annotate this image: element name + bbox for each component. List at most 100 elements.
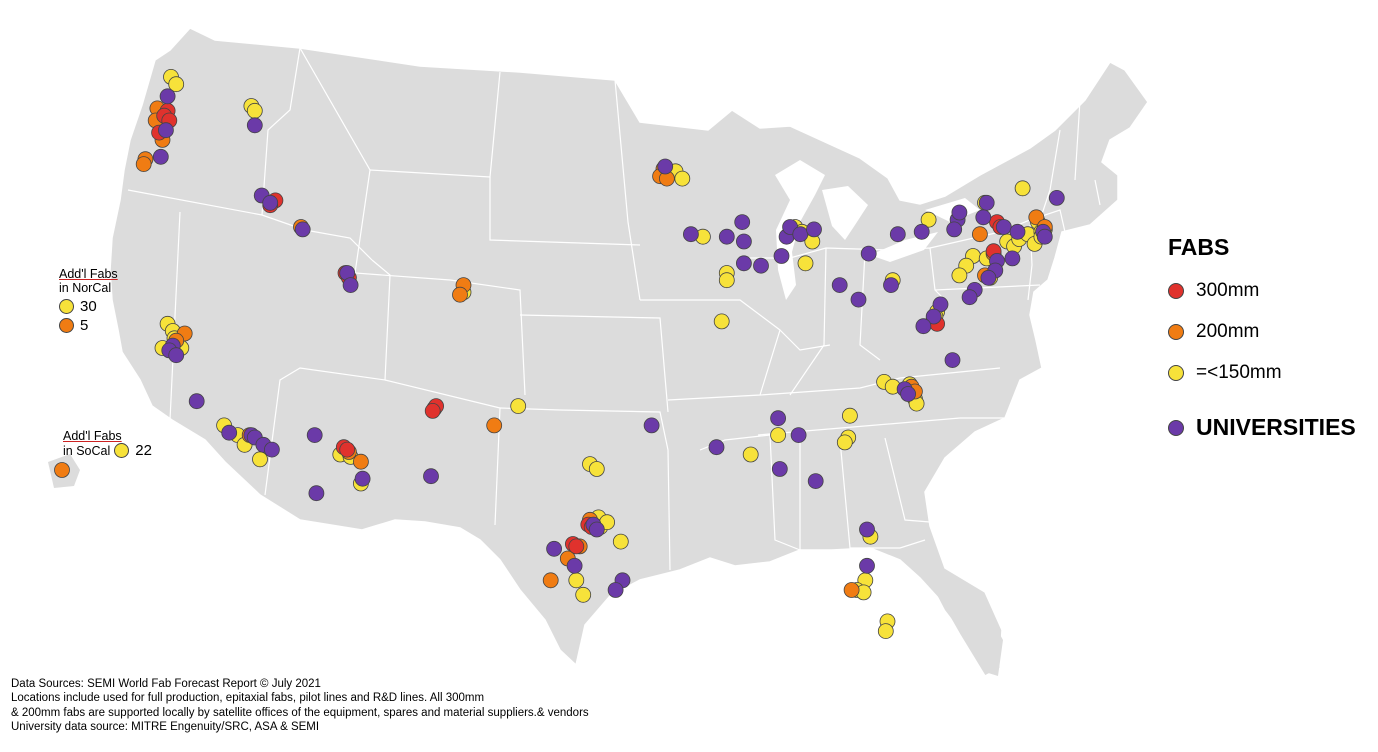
university-marker bbox=[859, 557, 875, 574]
university-marker bbox=[159, 88, 176, 105]
fab-150mm-marker bbox=[742, 446, 759, 463]
fab-150mm-marker bbox=[612, 533, 629, 550]
fab-200mm-marker bbox=[135, 156, 152, 173]
fab-150mm-marker bbox=[246, 102, 263, 119]
university-marker bbox=[900, 386, 916, 402]
fab-150mm-marker bbox=[588, 461, 605, 477]
university-marker bbox=[946, 221, 963, 238]
fab-150mm-marker bbox=[575, 586, 592, 603]
florida-tip bbox=[930, 560, 1003, 676]
fab-200mm-marker bbox=[542, 572, 559, 589]
fab-300mm-marker bbox=[424, 402, 441, 419]
university-marker bbox=[806, 221, 822, 238]
fab-150mm-marker bbox=[510, 398, 527, 415]
norcal-count-150-value: 30 bbox=[80, 297, 97, 315]
norcal-count-200-value: 5 bbox=[80, 316, 89, 334]
norcal-200mm-dot bbox=[59, 318, 74, 333]
university-marker bbox=[883, 277, 899, 294]
university-marker bbox=[792, 226, 809, 243]
fab-200mm-marker bbox=[486, 417, 503, 434]
fab-200mm-marker bbox=[452, 286, 468, 303]
fab-150mm-marker bbox=[713, 313, 730, 330]
university-marker bbox=[961, 289, 978, 306]
legend-label-150mm: =<150mm bbox=[1196, 361, 1282, 383]
university-marker bbox=[683, 226, 699, 243]
university-marker bbox=[753, 257, 769, 274]
norcal-150mm-dot bbox=[59, 299, 74, 314]
university-marker bbox=[306, 427, 323, 444]
fab-150mm-marker bbox=[1014, 180, 1031, 197]
university-marker bbox=[657, 158, 674, 175]
legend-label-300mm: 300mm bbox=[1196, 279, 1260, 301]
university-marker bbox=[932, 296, 949, 313]
legend-item-universities: UNIVERSITIES bbox=[1168, 407, 1356, 448]
university-marker bbox=[157, 122, 174, 139]
legend-label-200mm: 200mm bbox=[1196, 320, 1260, 342]
source-line-1: Data Sources: SEMI World Fab Forecast Re… bbox=[11, 678, 321, 690]
fab-200mm-marker bbox=[972, 226, 988, 243]
university-marker bbox=[262, 194, 279, 211]
university-marker bbox=[860, 245, 877, 262]
university-marker bbox=[975, 209, 992, 226]
norcal-count-200: 5 bbox=[59, 318, 118, 333]
university-marker bbox=[736, 255, 752, 272]
fab-150mm-swatch bbox=[1168, 364, 1184, 381]
university-marker bbox=[1048, 189, 1065, 206]
university-marker bbox=[925, 308, 942, 325]
university-marker bbox=[831, 277, 848, 294]
university-marker bbox=[1009, 223, 1026, 240]
university-marker bbox=[807, 473, 824, 490]
university-marker bbox=[643, 417, 660, 434]
legend: FABS 300mm 200mm =<150mm UNIVERSITIES bbox=[1168, 234, 1356, 448]
fab-150mm-marker bbox=[568, 572, 585, 589]
legend-item-200mm: 200mm bbox=[1168, 311, 1356, 352]
fab-150mm-marker bbox=[842, 407, 858, 424]
fab-300mm-swatch bbox=[1168, 282, 1184, 299]
fab-150mm-marker bbox=[718, 272, 735, 289]
university-marker bbox=[423, 468, 439, 485]
university-marker bbox=[734, 214, 751, 231]
socal-note: Add'l Fabs in SoCal 22 bbox=[63, 429, 152, 458]
fab-150mm-marker bbox=[920, 211, 937, 228]
source-line-3: & 200mm fabs are supported locally by sa… bbox=[11, 706, 589, 719]
fab-150mm-marker bbox=[836, 434, 853, 451]
university-marker bbox=[944, 352, 961, 369]
university-marker bbox=[736, 233, 752, 250]
university-marker bbox=[915, 318, 932, 335]
university-marker bbox=[771, 461, 788, 477]
university-marker bbox=[342, 277, 359, 294]
university-marker bbox=[708, 439, 725, 456]
socal-150mm-dot bbox=[114, 443, 130, 458]
university-marker bbox=[790, 427, 807, 444]
fab-150mm-marker bbox=[674, 170, 691, 187]
socal-note-line2: in SoCal bbox=[63, 443, 111, 458]
university-marker bbox=[294, 221, 311, 238]
legend-label-universities: UNIVERSITIES bbox=[1196, 414, 1356, 440]
university-marker bbox=[889, 226, 906, 243]
university-marker bbox=[308, 485, 325, 502]
map-land bbox=[48, 27, 1149, 677]
fab-150mm-marker bbox=[770, 427, 786, 444]
university-marker bbox=[850, 291, 867, 308]
university-marker bbox=[978, 194, 995, 211]
great-lakes-water bbox=[775, 160, 980, 300]
source-line-4: University data source: MITRE Engenuity/… bbox=[11, 721, 320, 734]
university-marker bbox=[168, 347, 185, 364]
fab-300mm-marker bbox=[568, 538, 585, 555]
university-marker bbox=[588, 521, 605, 538]
socal-count-150-value: 22 bbox=[135, 441, 152, 459]
norcal-count-150: 30 bbox=[59, 299, 118, 314]
fab-200mm-marker bbox=[843, 582, 860, 598]
university-marker bbox=[859, 521, 875, 538]
fab-200mm-marker bbox=[54, 462, 70, 478]
university-marker bbox=[354, 470, 371, 487]
fab-150mm-marker bbox=[951, 267, 968, 284]
fab-150mm-marker bbox=[877, 623, 894, 639]
university-marker bbox=[951, 204, 968, 221]
university-marker bbox=[566, 557, 583, 574]
university-marker bbox=[263, 441, 280, 458]
data-sources: Data Sources: SEMI World Fab Forecast Re… bbox=[11, 677, 589, 735]
university-marker bbox=[1004, 250, 1021, 267]
university-marker bbox=[152, 148, 169, 165]
